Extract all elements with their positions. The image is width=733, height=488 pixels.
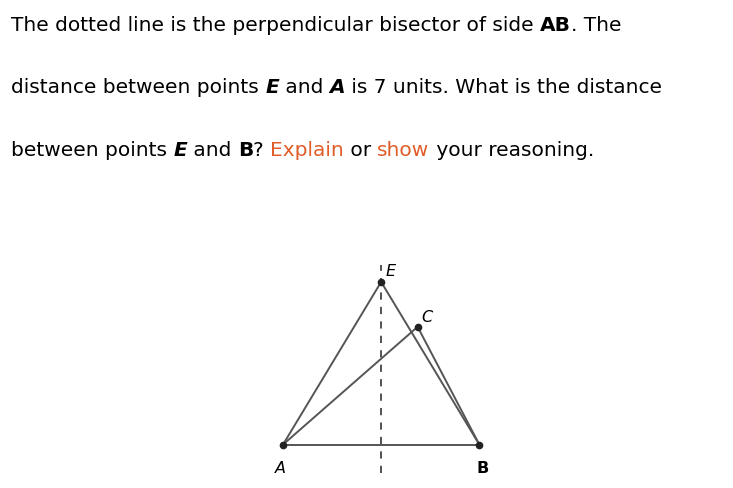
Text: C: C [421, 310, 433, 325]
Text: Explain: Explain [270, 141, 344, 160]
Text: B: B [238, 141, 253, 160]
Text: E: E [265, 78, 279, 97]
Text: A: A [275, 462, 286, 476]
Text: E: E [174, 141, 187, 160]
Text: your reasoning.: your reasoning. [430, 141, 594, 160]
Text: ?: ? [253, 141, 270, 160]
Text: between points: between points [11, 141, 174, 160]
Text: distance between points: distance between points [11, 78, 265, 97]
Text: AB: AB [540, 16, 571, 35]
Text: show: show [377, 141, 430, 160]
Text: and: and [279, 78, 330, 97]
Text: is 7 units. What is the distance: is 7 units. What is the distance [345, 78, 662, 97]
Text: and: and [187, 141, 238, 160]
Text: B: B [476, 462, 488, 476]
Text: A: A [330, 78, 345, 97]
Text: E: E [386, 264, 396, 279]
Text: or: or [344, 141, 377, 160]
Text: . The: . The [571, 16, 622, 35]
Text: The dotted line is the perpendicular bisector of side: The dotted line is the perpendicular bis… [11, 16, 540, 35]
